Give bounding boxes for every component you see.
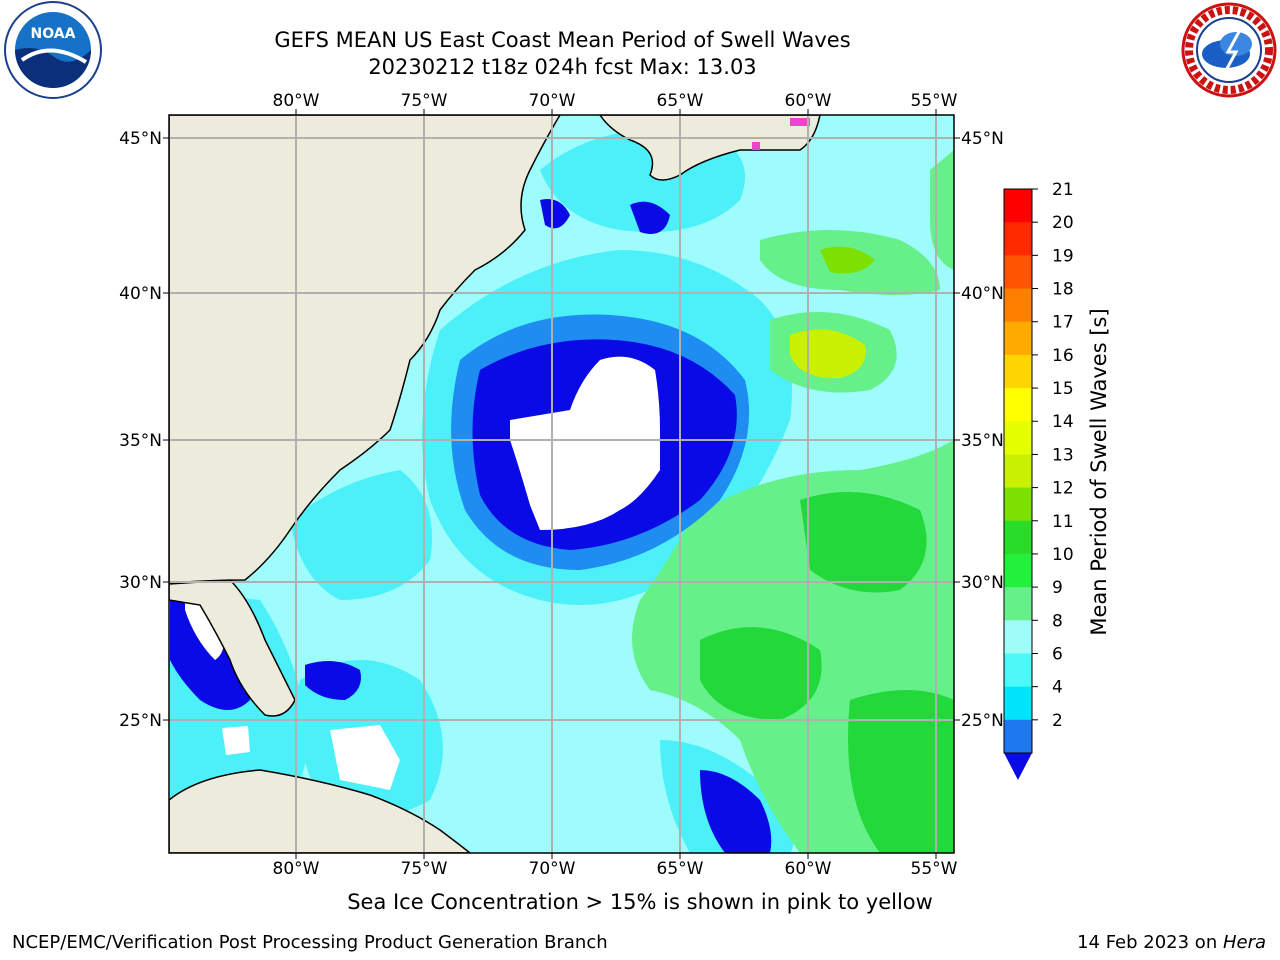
lat-label-left-45n: 45°N [119, 129, 162, 149]
lon-label-top-70w: 70°W [529, 91, 576, 111]
lon-label-bottom-70w: 70°W [529, 859, 576, 879]
sea-ice-marker-2 [752, 142, 760, 150]
lat-label-right-35n: 35°N [961, 431, 1004, 451]
lon-label-bottom-75w: 75°W [401, 859, 448, 879]
colorbar-tick-label: 19 [1052, 246, 1074, 266]
lon-label-bottom-80w: 80°W [273, 859, 320, 879]
noaa-logo-text: NOAA [31, 26, 76, 42]
colorbar-segment [1004, 653, 1032, 688]
colorbar-tick-label: 9 [1052, 578, 1063, 598]
footer-producer: NCEP/EMC/Verification Post Processing Pr… [12, 932, 608, 953]
colorbar-frame [1003, 188, 1033, 754]
swell-field-no-data-center [510, 356, 660, 530]
colorbar-tick-label: 8 [1052, 611, 1063, 631]
sea-ice-note: Sea Ice Concentration > 15% is shown in … [347, 890, 933, 914]
colorbar-label: Mean Period of Swell Waves [s] [1087, 308, 1111, 635]
footer-date: 14 Feb 2023 on Hera [1077, 932, 1266, 953]
swell-field-darkblue-bahamas [305, 661, 361, 700]
lon-label-bottom-55w: 55°W [911, 859, 958, 879]
colorbar-segment [1004, 587, 1032, 621]
land-us-east-coast [169, 115, 561, 585]
colorbar: 21 20 19 18 17 16 15 14 13 12 11 10 9 8 6 4 2 [1004, 180, 1074, 754]
colorbar-segment [1004, 454, 1032, 489]
colorbar-segment [1004, 620, 1032, 654]
lon-label-top-60w: 60°W [785, 91, 832, 111]
swell-field-yellowgreen-north [820, 246, 875, 274]
colorbar-segment [1004, 189, 1032, 223]
colorbar-tick-label: 12 [1052, 479, 1074, 499]
colorbar-tick-label: 20 [1052, 213, 1074, 233]
swell-field-green-b [700, 627, 822, 720]
colorbar-tick-label: 16 [1052, 346, 1074, 366]
swell-field-darkblue-gom2 [630, 201, 670, 234]
colorbar-segment [1004, 354, 1032, 389]
colorbar-segment [1004, 719, 1032, 754]
colorbar-tick-label: 4 [1052, 678, 1063, 698]
nws-logo [1181, 2, 1277, 98]
sea-ice-marker [790, 118, 810, 126]
map-frame [168, 114, 955, 854]
land-florida [169, 579, 296, 717]
colorbar-tick-label: 13 [1052, 445, 1074, 465]
map-tick-marks [163, 109, 960, 859]
swell-field-no-data-bahamas [330, 725, 400, 790]
colorbar-segment [1004, 222, 1032, 256]
lat-label-right-25n: 25°N [961, 711, 1004, 731]
lon-label-bottom-60w: 60°W [785, 859, 832, 879]
colorbar-tick-label: 18 [1052, 280, 1074, 300]
lat-label-right-45n: 45°N [961, 129, 1004, 149]
colorbar-tick-label: 10 [1052, 545, 1074, 565]
colorbar-segment [1004, 421, 1032, 455]
colorbar-tick-label: 17 [1052, 313, 1074, 333]
lat-label-left-40n: 40°N [119, 284, 162, 304]
swell-field-darkblue-southeast [700, 770, 772, 853]
lat-label-left-25n: 25°N [119, 711, 162, 731]
swell-field-cyan-southeast [290, 470, 432, 600]
lat-label-right-40n: 40°N [961, 284, 1004, 304]
map-field [169, 115, 954, 853]
colorbar-tick-label: 6 [1052, 644, 1063, 664]
colorbar-segment [1004, 686, 1032, 721]
lat-label-right-30n: 30°N [961, 573, 1004, 593]
chart-title: GEFS MEAN US East Coast Mean Period of S… [274, 28, 851, 52]
colorbar-segment [1004, 553, 1032, 588]
swell-field-green-c [848, 690, 954, 853]
swell-field-no-data-florida-keys [222, 726, 250, 755]
colorbar-tick-label: 14 [1052, 412, 1074, 432]
lon-label-top-55w: 55°W [911, 91, 958, 111]
footer-host: Hera [1222, 932, 1266, 953]
colorbar-segment [1004, 520, 1032, 555]
colorbar-tick-label: 15 [1052, 379, 1074, 399]
colorbar-under-triangle [1004, 753, 1032, 780]
colorbar-segment [1004, 288, 1032, 323]
chart-subtitle: 20230212 t18z 024h fcst Max: 13.03 [368, 55, 757, 79]
colorbar-segment [1004, 487, 1032, 522]
swell-field-darkblue-gom [540, 199, 570, 229]
land-cuba [169, 769, 472, 853]
colorbar-segment [1004, 388, 1032, 422]
lon-label-bottom-65w: 65°W [657, 859, 704, 879]
noaa-logo: NOAA [4, 1, 102, 99]
lat-label-left-35n: 35°N [119, 431, 162, 451]
colorbar-tick-label: 2 [1052, 711, 1063, 731]
lat-label-left-30n: 30°N [119, 573, 162, 593]
colorbar-tick-label: 21 [1052, 180, 1074, 200]
lon-label-top-75w: 75°W [401, 91, 448, 111]
colorbar-tick-label: 11 [1052, 512, 1074, 532]
colorbar-segment [1004, 321, 1032, 356]
lon-label-top-65w: 65°W [657, 91, 704, 111]
footer-date-text: 14 Feb 2023 on [1077, 932, 1223, 953]
graticule [169, 115, 954, 853]
lon-label-top-80w: 80°W [273, 91, 320, 111]
colorbar-segment [1004, 255, 1032, 290]
swell-field-green-a [800, 492, 927, 593]
